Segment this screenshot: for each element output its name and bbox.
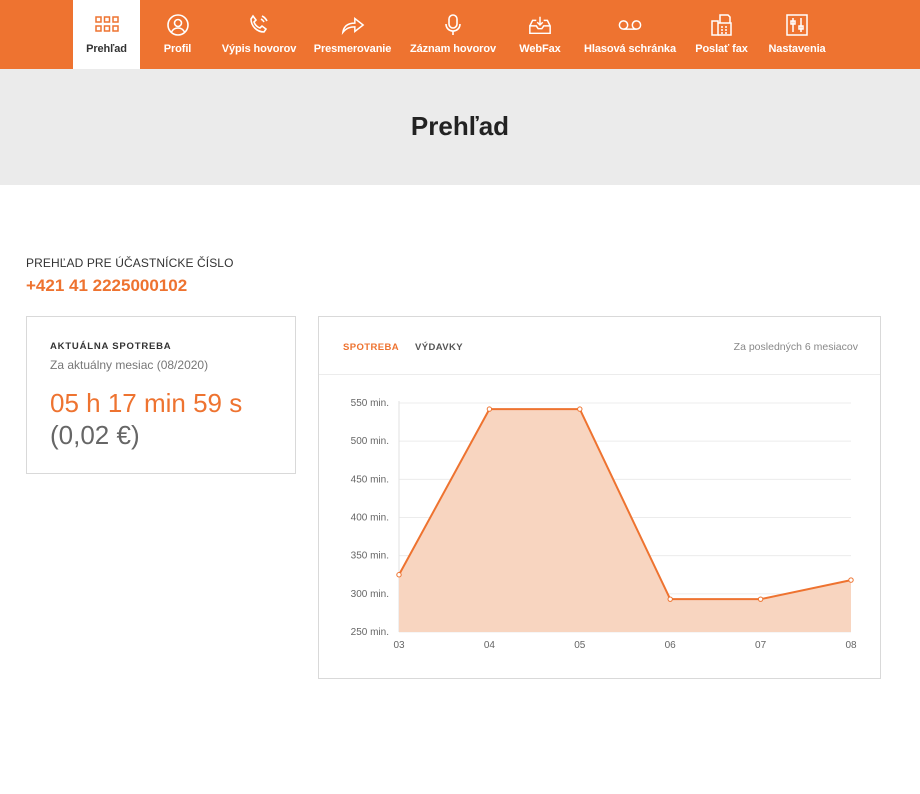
y-tick-label: 250 min. [351, 627, 389, 638]
top-navigation: Prehľad Profil Výpis hovorov Presmerovan… [0, 0, 920, 69]
y-tick-label: 450 min. [351, 474, 389, 485]
microphone-icon [441, 13, 465, 37]
data-point [577, 406, 583, 412]
x-tick-label: 06 [665, 640, 677, 651]
nav-item-poslat-fax[interactable]: Poslať fax [694, 0, 749, 69]
nav-item-vypis-hovorov[interactable]: Výpis hovorov [222, 0, 296, 69]
nav-item-label: Nastavenia [768, 43, 826, 55]
chart-period-label: Za posledných 6 mesiacov [733, 341, 858, 353]
nav-item-presmerovanie[interactable]: Presmerovanie [314, 0, 391, 69]
data-point [757, 596, 764, 602]
x-tick-label: 05 [574, 640, 586, 651]
fax-icon [710, 13, 734, 37]
nav-item-label: Výpis hovorov [221, 43, 297, 55]
nav-item-label: Presmerovanie [313, 43, 392, 55]
y-tick-label: 500 min. [351, 436, 389, 447]
y-tick-label: 350 min. [351, 551, 389, 562]
voicemail-icon [618, 13, 642, 37]
nav-item-zaznam-hovorov[interactable]: Záznam hovorov [410, 0, 496, 69]
usage-time-value: 05 h 17 min 59 s [50, 388, 243, 418]
tab-spotreba[interactable]: SPOTREBA [343, 342, 399, 353]
y-tick-label: 550 min. [351, 398, 389, 409]
usage-card-title: AKTUÁLNA SPOTREBA [50, 341, 172, 352]
current-usage-card: AKTUÁLNA SPOTREBA Za aktuálny mesiac (08… [26, 316, 296, 474]
y-tick-label: 300 min. [351, 589, 389, 600]
x-tick-label: 07 [755, 640, 767, 651]
page-title: Prehľad [410, 111, 510, 141]
nav-item-label: Profil [163, 43, 192, 55]
inbox-tray-icon [528, 13, 552, 37]
subscriber-number: +421 41 2225000102 [26, 276, 188, 295]
nav-item-hlasova-schranka[interactable]: Hlasová schránka [584, 0, 676, 69]
page-header: Prehľad [0, 69, 920, 185]
series-area [399, 409, 851, 632]
usage-card-subtitle: Za aktuálny mesiac (08/2020) [50, 358, 209, 372]
phone-ring-icon [247, 13, 271, 37]
divider [319, 374, 880, 375]
nav-item-label: Poslať fax [695, 43, 748, 55]
x-tick-label: 04 [484, 640, 496, 651]
nav-item-label: WebFax [519, 43, 561, 55]
forward-arrow-icon [341, 13, 365, 37]
data-point [848, 577, 854, 583]
usage-area-chart: 550 min. 500 min. 450 min. 400 min. 350 min.… [351, 398, 857, 651]
nav-item-label: Záznam hovorov [410, 43, 497, 55]
usage-chart-card: SPOTREBA VÝDAVKY Za posledných 6 mesiaco… [318, 316, 881, 679]
data-point [396, 572, 402, 578]
user-icon [166, 13, 190, 37]
grid-icon [94, 13, 119, 37]
nav-item-nastavenia[interactable]: Nastavenia [767, 0, 827, 69]
nav-item-profil[interactable]: Profil [155, 0, 200, 69]
data-point [486, 406, 493, 412]
sliders-icon [785, 13, 809, 37]
nav-item-label: Hlasová schránka [584, 43, 676, 55]
usage-price-value: (0,02 €) [50, 420, 140, 450]
nav-item-label: Prehľad [86, 43, 127, 55]
nav-item-webfax[interactable]: WebFax [516, 0, 564, 69]
x-tick-label: 08 [845, 640, 857, 651]
subscriber-heading: PREHĽAD PRE ÚČASTNÍCKE ČÍSLO [26, 256, 234, 270]
x-tick-label: 03 [393, 640, 405, 651]
y-tick-label: 400 min. [351, 513, 389, 524]
series-line [398, 408, 852, 601]
nav-item-prehlad[interactable]: Prehľad [73, 0, 140, 69]
data-point [667, 596, 673, 602]
tab-vydavky[interactable]: VÝDAVKY [415, 342, 464, 353]
